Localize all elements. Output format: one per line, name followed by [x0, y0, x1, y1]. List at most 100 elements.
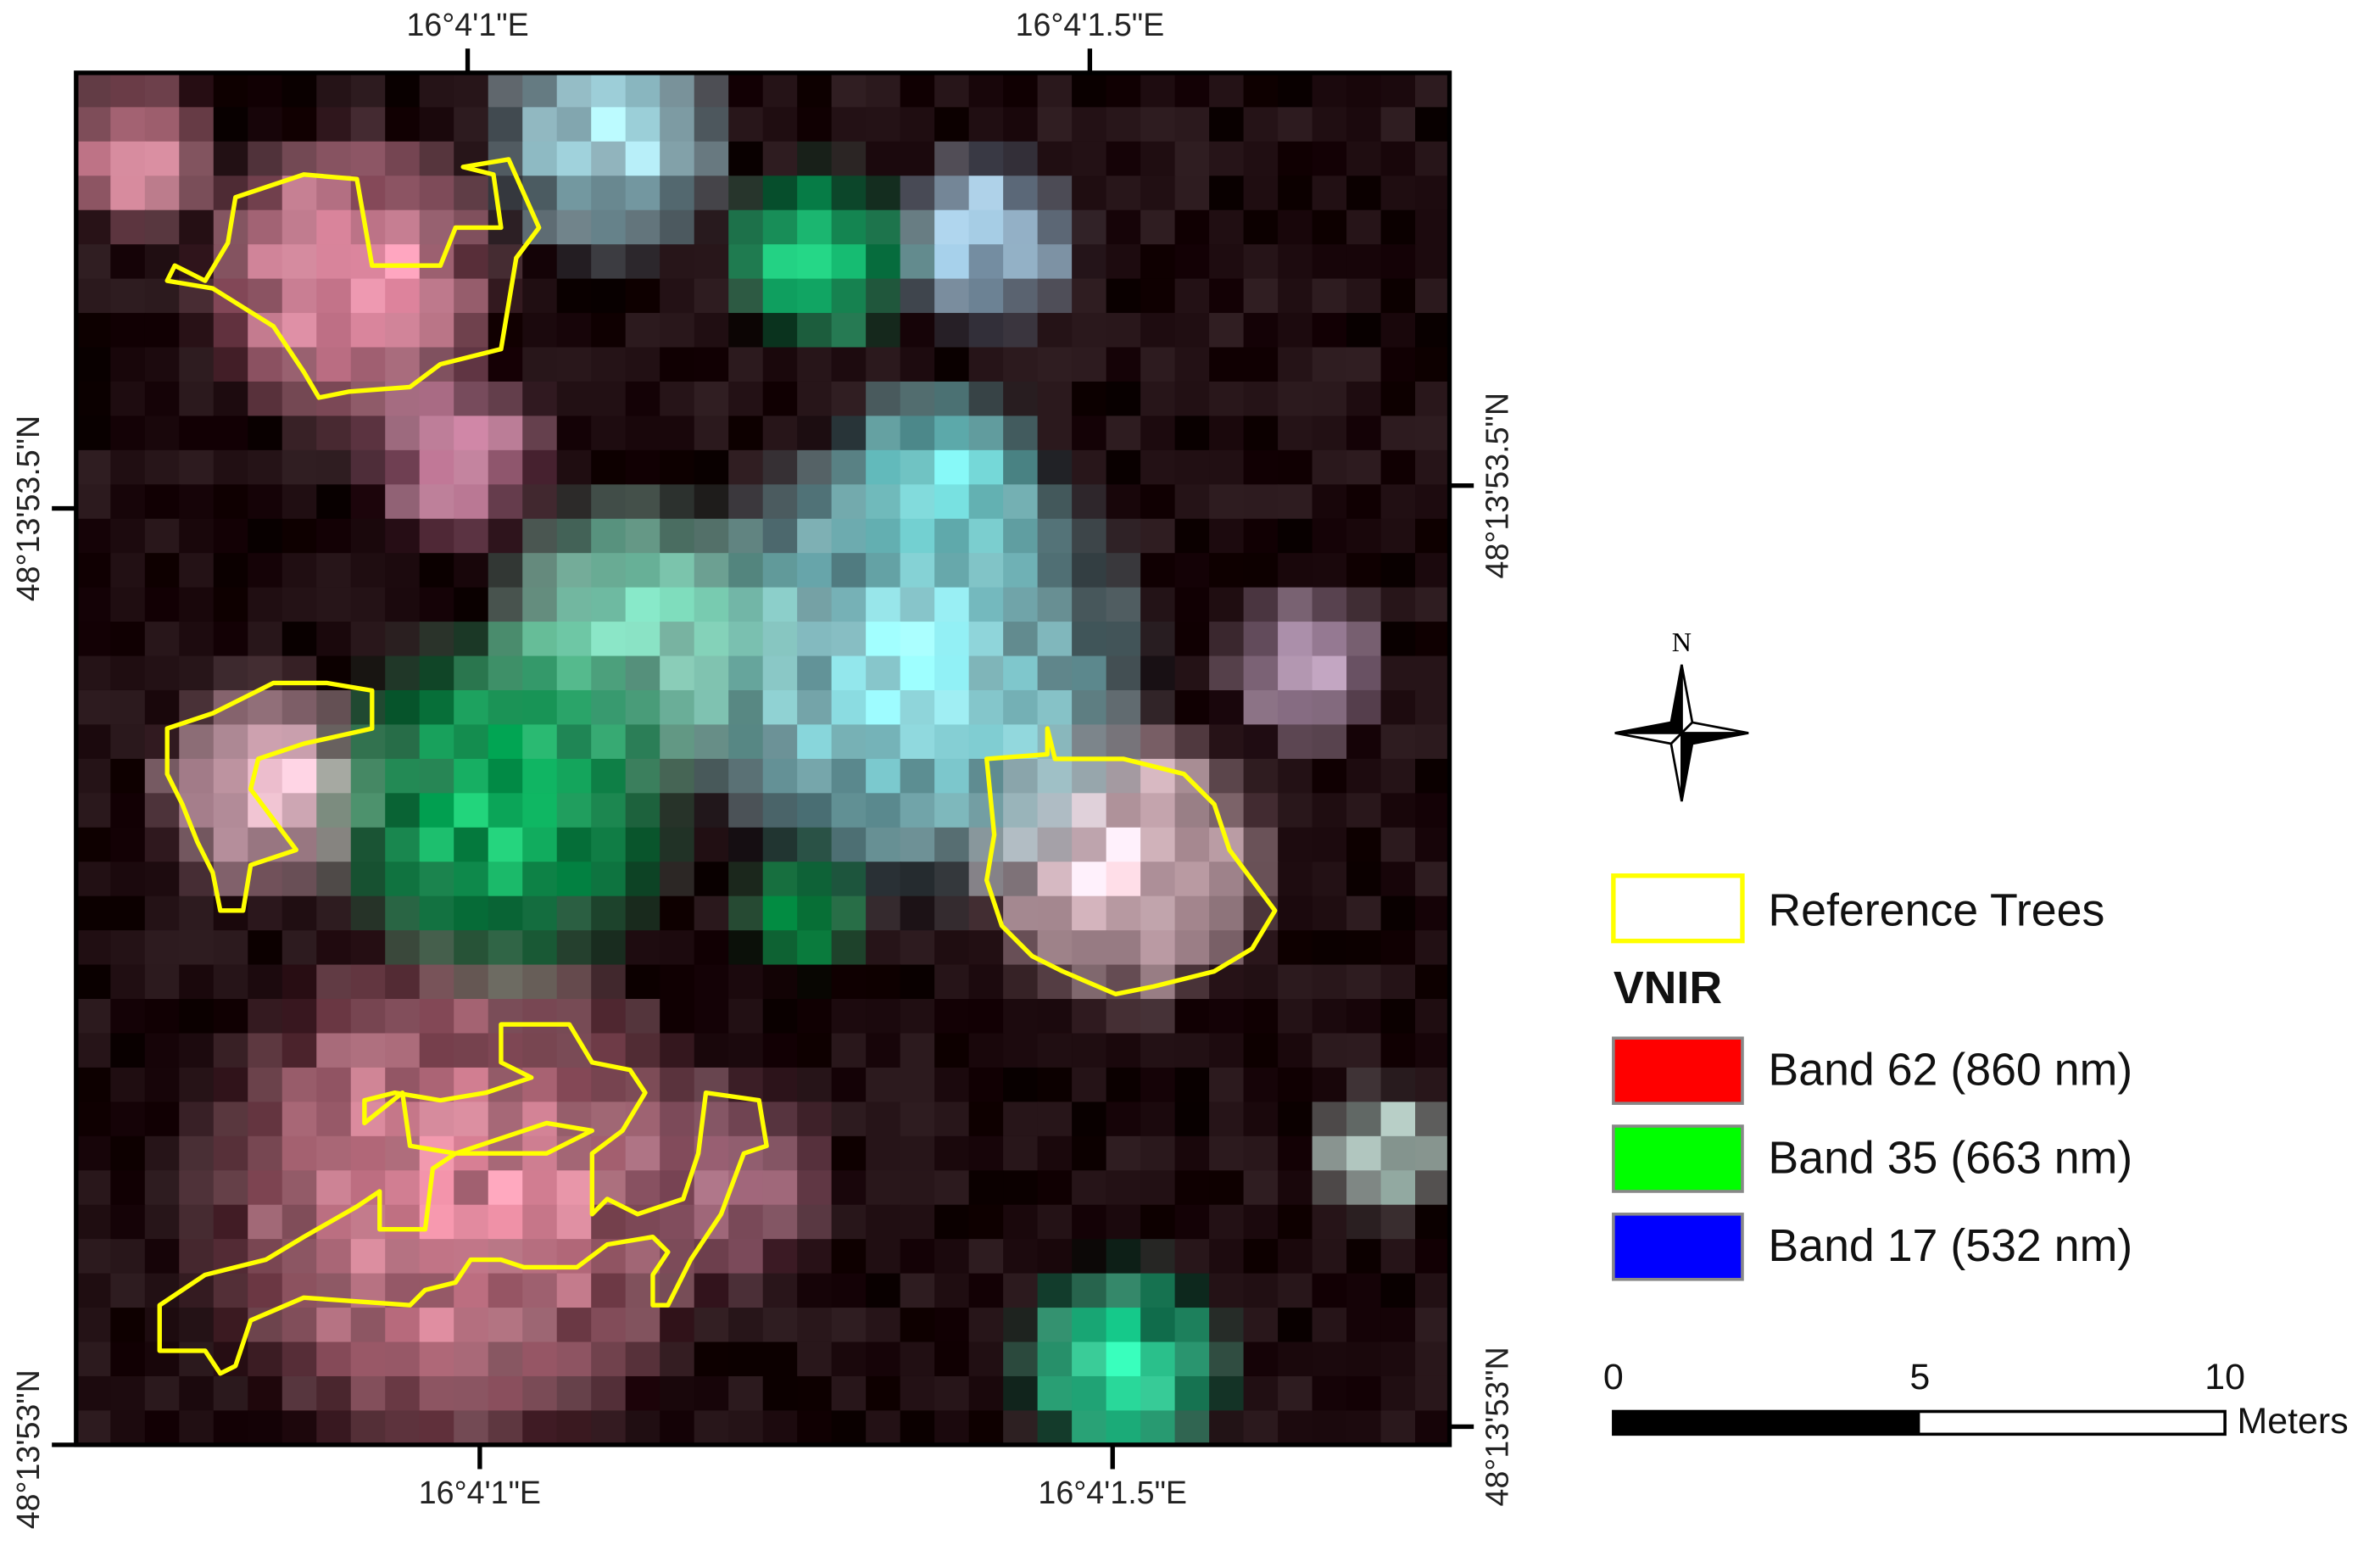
raster-pixel	[1174, 484, 1211, 520]
raster-pixel	[934, 449, 970, 486]
raster-pixel	[1003, 1135, 1039, 1172]
raster-pixel	[1243, 587, 1279, 623]
raster-pixel	[488, 381, 524, 417]
raster-pixel	[728, 141, 764, 177]
raster-pixel	[625, 622, 661, 657]
raster-pixel	[1003, 416, 1039, 451]
raster-pixel	[144, 381, 181, 417]
raster-pixel	[419, 176, 455, 211]
raster-pixel	[831, 724, 867, 760]
raster-pixel	[213, 793, 249, 828]
raster-pixel	[350, 793, 387, 828]
raster-pixel	[660, 1033, 695, 1069]
raster-pixel	[797, 793, 833, 828]
raster-pixel	[831, 141, 867, 177]
raster-pixel	[797, 1135, 833, 1172]
raster-pixel	[110, 1410, 146, 1446]
raster-pixel	[385, 587, 421, 623]
raster-pixel	[144, 1410, 181, 1446]
raster-pixel	[385, 1410, 421, 1446]
raster-pixel	[1037, 72, 1073, 109]
raster-pixel	[316, 141, 352, 177]
raster-pixel	[1346, 107, 1382, 142]
raster-pixel	[900, 347, 936, 383]
raster-pixel	[556, 278, 593, 315]
raster-pixel	[385, 141, 421, 177]
raster-pixel	[968, 72, 1005, 109]
raster-pixel	[1174, 107, 1211, 142]
raster-pixel	[1072, 72, 1107, 109]
raster-pixel	[488, 1273, 524, 1309]
raster-pixel	[75, 518, 112, 555]
legend-swatch	[1612, 1213, 1744, 1281]
raster-pixel	[1174, 1135, 1211, 1172]
raster-pixel	[316, 1170, 352, 1206]
raster-pixel	[797, 176, 833, 211]
raster-pixel	[625, 347, 661, 383]
raster-pixel	[454, 176, 489, 211]
raster-pixel	[1140, 278, 1176, 315]
raster-pixel	[762, 347, 799, 383]
raster-pixel	[831, 1067, 867, 1103]
raster-pixel	[110, 1239, 146, 1274]
raster-pixel	[488, 1341, 524, 1378]
raster-pixel	[660, 72, 695, 109]
raster-pixel	[556, 1341, 593, 1378]
raster-pixel	[1174, 416, 1211, 451]
raster-pixel	[1209, 176, 1245, 211]
raster-pixel	[900, 1204, 936, 1241]
raster-pixel	[1209, 107, 1245, 142]
raster-pixel	[281, 793, 318, 828]
raster-pixel	[1243, 381, 1279, 417]
raster-pixel	[591, 347, 627, 383]
raster-pixel	[762, 278, 799, 315]
raster-pixel	[1243, 1135, 1279, 1172]
arrow-point	[1679, 732, 1749, 745]
raster-pixel	[1380, 689, 1417, 726]
raster-pixel	[213, 622, 249, 657]
raster-pixel	[968, 587, 1005, 623]
raster-pixel	[968, 655, 1005, 692]
raster-pixel	[144, 1170, 181, 1206]
raster-pixel	[797, 895, 833, 932]
raster-pixel	[660, 1341, 695, 1378]
raster-pixel	[385, 1375, 421, 1412]
raster-pixel	[213, 1375, 249, 1412]
raster-pixel	[1003, 1239, 1039, 1274]
raster-pixel	[1278, 1033, 1313, 1069]
raster-pixel	[900, 1067, 936, 1103]
raster-pixel	[1380, 1341, 1417, 1378]
raster-pixel	[728, 1102, 764, 1137]
raster-pixel	[1312, 895, 1348, 932]
raster-pixel	[522, 895, 558, 932]
legend-label: Band 35 (663 nm)	[1768, 1132, 2132, 1183]
raster-pixel	[1140, 72, 1176, 109]
raster-pixel	[179, 758, 215, 795]
raster-pixel	[248, 381, 283, 417]
raster-pixel	[350, 1341, 387, 1378]
raster-pixel	[1278, 1102, 1313, 1137]
raster-pixel	[591, 622, 627, 657]
raster-pixel	[1209, 999, 1245, 1035]
raster-pixel	[1072, 793, 1107, 828]
raster-pixel	[797, 278, 833, 315]
raster-pixel	[625, 416, 661, 451]
raster-pixel	[1380, 964, 1417, 1001]
raster-pixel	[350, 1375, 387, 1412]
raster-pixel	[488, 689, 524, 726]
raster-pixel	[728, 587, 764, 623]
raster-pixel	[385, 1135, 421, 1172]
raster-pixel	[1106, 1170, 1142, 1206]
raster-pixel	[350, 107, 387, 142]
raster-pixel	[1278, 1170, 1313, 1206]
raster-pixel	[1174, 1204, 1211, 1241]
raster-pixel	[488, 1375, 524, 1412]
raster-pixel	[419, 895, 455, 932]
raster-pixel	[144, 244, 181, 280]
raster-pixel	[1003, 1410, 1039, 1446]
raster-pixel	[213, 347, 249, 383]
raster-pixel	[591, 313, 627, 349]
raster-pixel	[316, 313, 352, 349]
raster-pixel	[281, 107, 318, 142]
